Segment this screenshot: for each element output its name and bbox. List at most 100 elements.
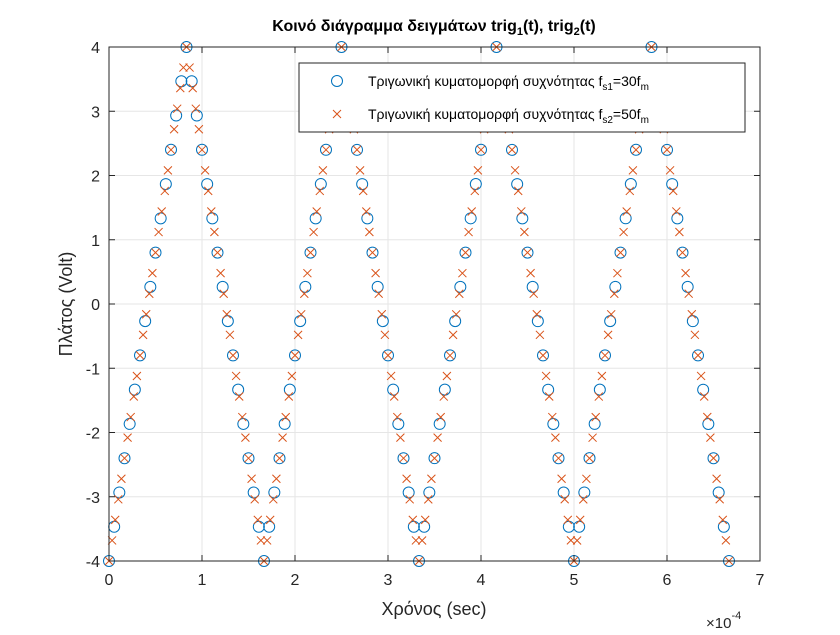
series-1-point: [304, 246, 317, 259]
series-2-point: [684, 289, 694, 299]
series-2-point: [312, 207, 322, 216]
series-2-point: [191, 104, 201, 114]
series-2-point: [464, 227, 473, 237]
series-1-point: [506, 143, 519, 156]
series-2-point: [399, 453, 408, 463]
series-2-point: [172, 104, 182, 114]
series-2-point: [665, 165, 675, 175]
series-2-point: [380, 330, 390, 340]
series-2-point: [203, 186, 213, 196]
series-2-point: [129, 392, 139, 401]
series-2-point: [197, 145, 207, 155]
series-2-point: [600, 351, 610, 360]
series-2-point: [507, 145, 517, 155]
series-2-point: [526, 268, 535, 278]
series-2-point: [166, 145, 176, 155]
series-2-point: [467, 207, 477, 216]
series-1-point: [289, 349, 302, 362]
series-2-point: [532, 309, 542, 319]
series-2-point: [718, 515, 728, 525]
y-tick-label: 2: [91, 169, 100, 186]
series-2-point: [560, 494, 570, 504]
chart-title: Κοινό διάγραμμα δειγμάτων trig1(t), trig…: [272, 18, 595, 38]
series-1-point: [521, 246, 534, 259]
series-2-point: [476, 145, 486, 155]
series-2-point: [454, 289, 464, 299]
legend-marker-2: [332, 109, 342, 119]
series-2-point: [200, 166, 210, 175]
x-tick-label: 7: [756, 572, 765, 589]
series-2-point: [423, 494, 433, 504]
series-2-point: [473, 166, 483, 175]
series-2-point: [597, 371, 607, 381]
series-2-point: [671, 207, 681, 216]
series-2-point: [588, 433, 597, 443]
series-2-point: [721, 536, 731, 545]
ticks: 0 1 2 3 4 5 6 7 -4 -3 -2 -1 0 1 2 3 4: [86, 40, 765, 589]
series-2-point: [213, 248, 222, 257]
series-2-point: [315, 186, 325, 196]
series-1-point: [196, 143, 209, 156]
series-2-point: [157, 207, 167, 216]
series-2-point: [222, 309, 232, 319]
series-2-point: [293, 330, 303, 340]
series-1-point: [227, 349, 240, 362]
x-axis-label: Χρόνος (sec): [382, 599, 487, 619]
series-2-point: [179, 63, 188, 72]
series-2-point: [448, 330, 458, 340]
series-2-point: [538, 351, 548, 360]
series-2-point: [284, 392, 294, 401]
series-2-point: [169, 124, 179, 134]
series-2-point: [420, 515, 430, 525]
series-2-point: [687, 309, 697, 319]
series-2-point: [318, 166, 328, 175]
series-2-point: [113, 494, 123, 504]
series-2-point: [603, 330, 613, 340]
legend-box: [298, 62, 746, 133]
legend-label-part: s2: [602, 115, 613, 126]
legend-label-2: Τριγωνική κυματομορφή συχνότητας fs2=50f…: [368, 106, 649, 126]
series-1-point: [552, 452, 565, 465]
series-2-point: [309, 227, 318, 237]
legend-label-part: =50f: [613, 106, 641, 122]
x-tick-label: 3: [384, 572, 393, 589]
series-1-point: [397, 452, 410, 465]
series-2-point: [631, 145, 641, 155]
y-axis-label: Πλάτος (Volt): [56, 252, 76, 357]
series-2-point: [210, 227, 219, 237]
series-2-point: [151, 248, 160, 257]
series-2-point: [585, 453, 594, 463]
legend-label-part: Τριγωνική κυματομορφή συχνότητας f: [368, 106, 602, 122]
series-2-point: [582, 474, 591, 484]
series-2-point: [523, 248, 532, 257]
series-1-point: [320, 143, 333, 156]
series-1-point: [165, 143, 178, 156]
series-2-point: [303, 268, 312, 278]
series-2-point: [206, 207, 216, 216]
series-2-point: [668, 186, 678, 196]
legend-label-1: Τριγωνική κυματομορφή συχνότητας fs1=30f…: [368, 73, 649, 93]
series-2-point: [702, 412, 712, 422]
data-series: [103, 41, 736, 567]
series-2-point: [368, 248, 377, 257]
series-2-point: [272, 474, 281, 484]
series-2-point: [123, 433, 132, 442]
series-1-point: [537, 349, 550, 362]
series-2-point: [427, 474, 436, 484]
series-2-point: [194, 124, 204, 134]
series-2-point: [461, 248, 470, 257]
y-tick-label: 1: [91, 233, 100, 250]
series-1-point: [614, 246, 627, 259]
series-1-point: [366, 246, 379, 259]
series-2-point: [690, 330, 700, 340]
x-tick-label: 4: [477, 572, 486, 589]
series-2-point: [265, 515, 275, 525]
series-2-point: [175, 83, 185, 93]
series-2-point: [386, 371, 396, 381]
series-2-point: [188, 83, 198, 93]
series-2-point: [693, 351, 703, 360]
series-2-point: [699, 392, 709, 401]
series-2-point: [547, 412, 557, 422]
series-2: [104, 42, 734, 566]
chart-title-part: 2: [574, 26, 580, 38]
